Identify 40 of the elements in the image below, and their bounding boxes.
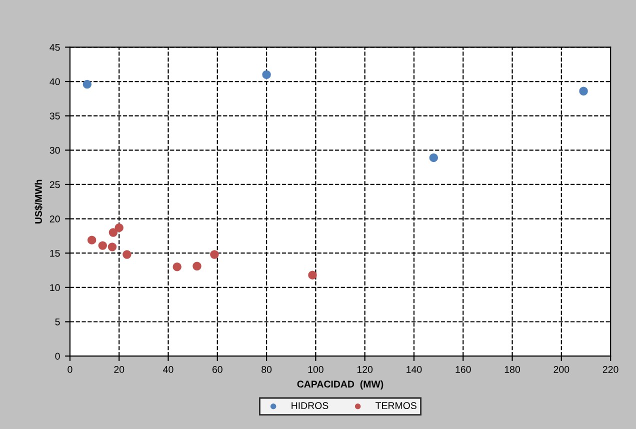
y-tick-label: 10: [50, 284, 60, 292]
point: [308, 270, 317, 280]
x-tick-label: 20: [114, 366, 124, 373]
point: [108, 228, 118, 237]
point: [114, 223, 124, 232]
x-axis-title: CAPACIDAD (MW): [297, 380, 384, 390]
y-tick-label: 0: [55, 352, 60, 360]
y-axis-title: US$/MWh: [34, 180, 43, 224]
x-tick-label: 120: [357, 366, 373, 373]
point: [98, 241, 108, 250]
x-tick-label: 220: [602, 366, 618, 373]
y-tick-label: 35: [50, 112, 60, 120]
y-tick-label: 40: [50, 78, 60, 86]
y-tick-label: 15: [50, 250, 60, 257]
point: [122, 250, 132, 259]
y-tick-label: 5: [55, 318, 60, 326]
x-tick-label: 160: [456, 366, 471, 373]
legend-label: HIDROS: [292, 402, 328, 410]
x-tick-label: 140: [406, 366, 422, 373]
x-tick-label: 40: [163, 366, 174, 373]
point: [87, 236, 96, 244]
point: [108, 242, 117, 252]
x-tick-label: 80: [262, 366, 272, 373]
y-tick-label: 45: [50, 44, 60, 51]
point: [192, 262, 202, 271]
x-tick-label: 180: [504, 366, 520, 373]
y-tick-label: 25: [50, 181, 60, 188]
x-tick-label: 200: [554, 366, 570, 373]
point: [579, 86, 588, 96]
x-tick-label: 60: [212, 366, 222, 373]
x-tick-label: 100: [308, 366, 324, 373]
y-tick-label: 30: [50, 146, 60, 154]
legend-label: TERMOS: [376, 402, 416, 410]
y-tick-label: 20: [50, 216, 60, 222]
point: [262, 70, 271, 80]
x-tick-label: 0: [68, 366, 72, 373]
point: [210, 250, 219, 259]
point: [429, 153, 438, 162]
point: [172, 262, 182, 272]
point: [82, 80, 92, 89]
